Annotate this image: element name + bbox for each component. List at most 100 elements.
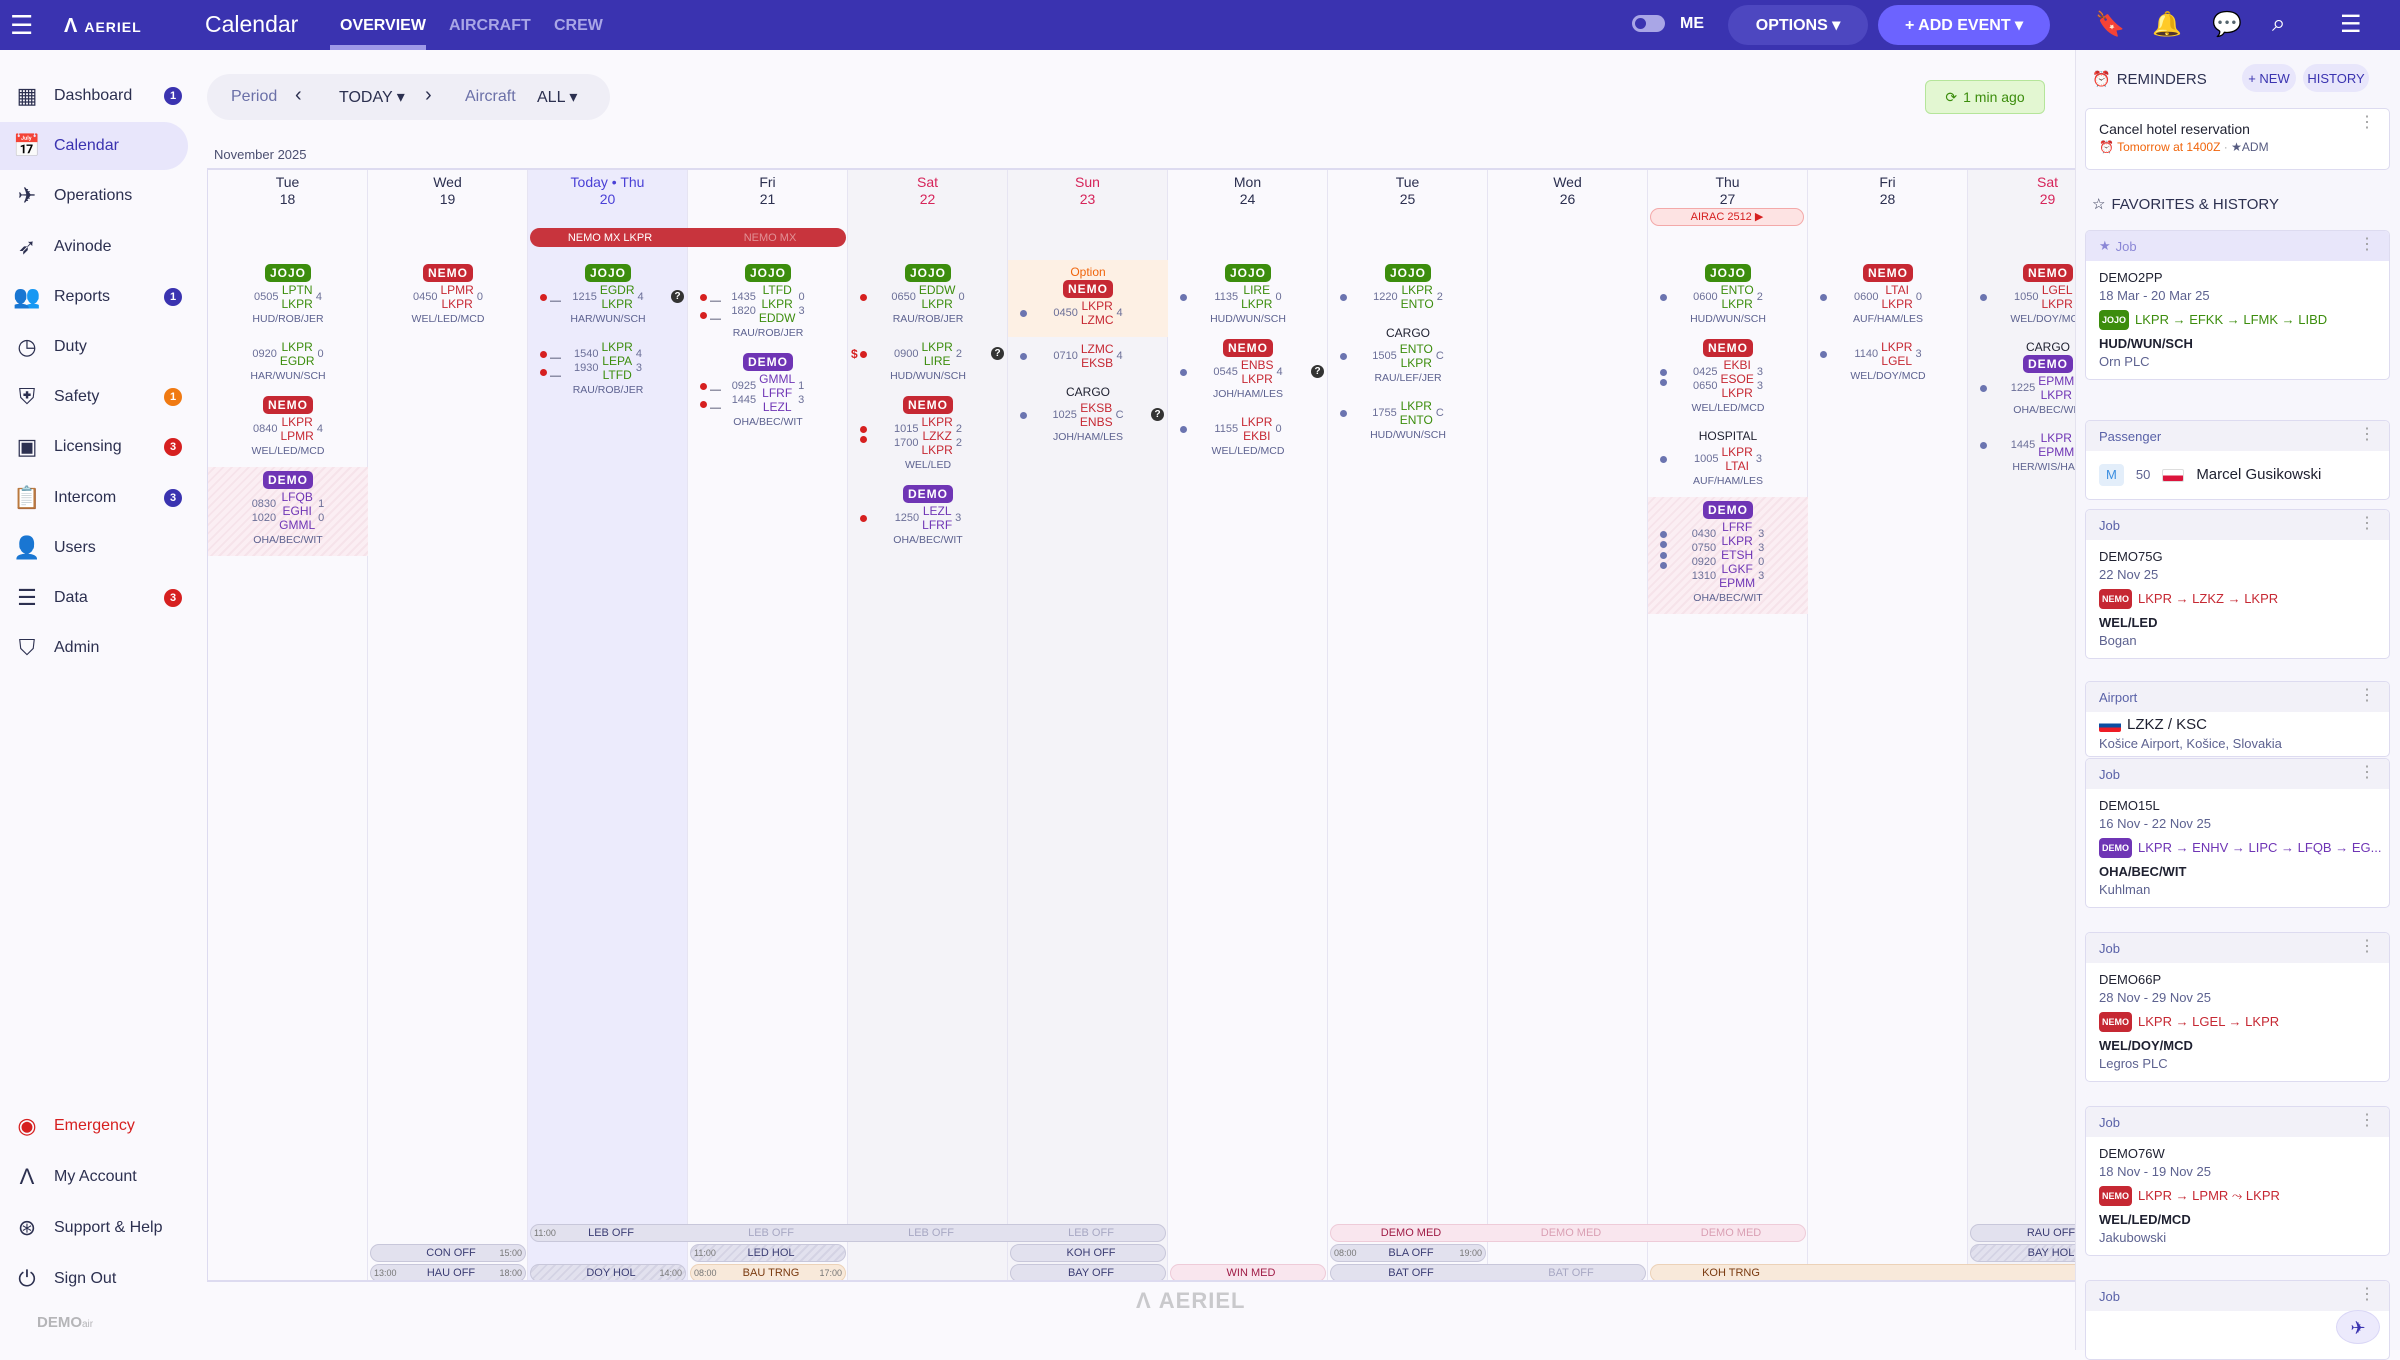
more-icon[interactable]: ⋮	[2359, 687, 2375, 704]
menu-icon[interactable]: ☰	[10, 10, 34, 40]
crew-duty-bar[interactable]: WIN MED	[1170, 1264, 1326, 1280]
crew-duty-bar[interactable]: DOY HOL 14:00	[530, 1264, 686, 1280]
options-button[interactable]: OPTIONS ▾	[1728, 5, 1868, 45]
flight-block[interactable]: HOSPITAL 1005 LKPR LTAI 3 AUF/HAM/LES	[1648, 424, 1808, 497]
me-toggle[interactable]	[1632, 15, 1665, 32]
sidebar-item-my-account[interactable]: Λ My Account	[0, 1153, 188, 1201]
crew-duty-bar[interactable]: DEMO MED DEMO MED DEMO MED	[1330, 1224, 1806, 1242]
next-period-button[interactable]: ›	[425, 84, 432, 106]
airac-banner[interactable]: AIRAC 2512 ▶	[1650, 208, 1804, 226]
flight-block[interactable]: DEMO 0430 0750 0920 1310 LFRF LKPR ETSH LGKF EPMM…	[1648, 497, 1808, 614]
favorite-card-job[interactable]: Job ⋮ DEMO76W 18 Nov - 19 Nov 25 NEMO LKPR → …	[2085, 1106, 2390, 1256]
sidebar-item-sign-out[interactable]: ⏻ Sign Out	[0, 1255, 188, 1303]
more-icon[interactable]: ⋮	[2359, 426, 2375, 443]
flight-block[interactable]: CARGODEMO1225EPMMLKPRC OHA/BEC/WIT	[1968, 335, 2075, 426]
bookmark-icon[interactable]: 🔖	[2095, 11, 2125, 38]
flight-block[interactable]: NEMO 0450 LPMR LKPR 0 WEL/LED/MCD	[368, 260, 528, 335]
question-icon[interactable]: ?	[1311, 365, 1324, 378]
crew-duty-bar[interactable]: BAU TRNG 08:00 17:00	[690, 1264, 846, 1280]
crew-duty-bar[interactable]: BLA OFF 08:00 19:00	[1330, 1244, 1486, 1262]
flight-block[interactable]: DEMO 0830 1020 LFQB EGHI GMML 1 0 OHA/BEC/WIT	[208, 467, 368, 556]
more-icon[interactable]: ⋮	[2359, 1112, 2375, 1129]
flight-block[interactable]: 0900 LKPR LIRE 2 $? HUD/WUN/SCH	[848, 335, 1008, 392]
crew-duty-bar[interactable]: BAY OFF	[1010, 1264, 1166, 1280]
tab-overview[interactable]: OVERVIEW	[340, 17, 426, 34]
more-icon[interactable]: ⋮	[2359, 515, 2375, 532]
tab-crew[interactable]: CREW	[554, 17, 603, 34]
favorite-card-job[interactable]: Job ⋮ DEMO75G 22 Nov 25 NEMO LKPR → LZKZ → LK…	[2085, 509, 2390, 659]
sidebar-item-operations[interactable]: ✈ Operations	[0, 172, 188, 220]
flight-block[interactable]: JOJO 0650 EDDW LKPR 0 RAU/ROB/JER	[848, 260, 1008, 335]
more-icon[interactable]: ⋮	[2359, 236, 2375, 253]
chat-icon[interactable]: 💬	[2212, 11, 2242, 38]
flight-block[interactable]: DEMO 1250 LEZL LFRF 3 OHA/BEC/WIT	[848, 481, 1008, 556]
more-icon[interactable]: ⋮	[2359, 1286, 2375, 1303]
sidebar-item-users[interactable]: 👤 Users	[0, 524, 188, 572]
flight-block[interactable]: JOJO 1220 LKPR ENTO 2	[1328, 260, 1488, 321]
sidebar-item-duty[interactable]: ◷ Duty	[0, 323, 188, 371]
sidebar-item-avinode[interactable]: ➶ Avinode	[0, 223, 188, 271]
aircraft-select[interactable]: ALL ▾	[537, 89, 578, 106]
flight-block[interactable]: CARGO 1505 ENTO LKPR C RAU/LEF/JER	[1328, 321, 1488, 394]
flight-block[interactable]: 0920 LKPR EGDR 0 HAR/WUN/SCH	[208, 335, 368, 392]
sidebar-item-dashboard[interactable]: ▦ Dashboard 1	[0, 72, 188, 120]
flight-block[interactable]: 1540 1930 LKPR LEPA LTFD 4 3 — — RAU/ROB/JER	[528, 335, 688, 406]
flight-block[interactable]: JOJO 1215 EGDR LKPR 4 —? HAR/WUN/SCH	[528, 260, 688, 335]
favorite-card-job[interactable]: Job ⋮ DEMO15L 16 Nov - 22 Nov 25 DEMO LKPR → …	[2085, 758, 2390, 908]
sidebar-item-safety[interactable]: ⛨ Safety 1	[0, 373, 188, 421]
flight-block[interactable]: 1445LKPREPMMCHER/WIS/HAM	[1968, 426, 2075, 483]
nemo-mx-event[interactable]: NEMO MX LKPR NEMO MX	[530, 228, 846, 247]
flight-block[interactable]: NEMO 0545 ENBS LKPR 4? JOH/HAM/LES	[1168, 335, 1328, 410]
tab-aircraft[interactable]: AIRCRAFT	[449, 17, 531, 34]
flight-block[interactable]: JOJO 0505 LPTN LKPR 4 HUD/ROB/JER	[208, 260, 368, 335]
more-icon[interactable]: ⋮	[2359, 938, 2375, 955]
question-icon[interactable]: ?	[671, 290, 684, 303]
sidebar-item-intercom[interactable]: 📋 Intercom 3	[0, 474, 188, 522]
question-icon[interactable]: ?	[1151, 408, 1164, 421]
flight-block[interactable]: 1155 LKPR EKBI 0 WEL/LED/MCD	[1168, 410, 1328, 467]
favorite-card-job[interactable]: ★ Job ⋮ DEMO2PP 18 Mar - 20 Mar 25 JOJO LKPR →…	[2085, 230, 2390, 380]
flight-block[interactable]: NEMO 1015 1700 LKPR LZKZ LKPR 2 2 WEL/LED	[848, 392, 1008, 481]
question-icon[interactable]: ?	[991, 347, 1004, 360]
search-icon[interactable]: ⌕	[2272, 10, 2286, 37]
sidebar-item-data[interactable]: ☰ Data 3	[0, 574, 188, 622]
crew-duty-bar[interactable]: BAT OFF BAT OFF	[1330, 1264, 1646, 1280]
flight-block[interactable]: NEMO 0600 LTAI LKPR 0 AUF/HAM/LES	[1808, 260, 1968, 335]
flight-block[interactable]: 1755 LKPR ENTO C HUD/WUN/SCH	[1328, 394, 1488, 451]
add-event-button[interactable]: + ADD EVENT ▾	[1878, 5, 2050, 45]
flight-block[interactable]: CARGO 1025 EKSB ENBS C? JOH/HAM/LES	[1008, 380, 1168, 453]
flight-block[interactable]: JOJO 1435 1820 LTFD LKPR EDDW 0 3 — — RAU/ROB/JE…	[688, 260, 848, 349]
favorite-card-airport[interactable]: Airport ⋮ LZKZ / KSC Košice Airport, Košice…	[2085, 681, 2390, 757]
flight-block[interactable]: NEMO 0425 0650 EKBI ESOE LKPR 3 3 WEL/LED/MCD	[1648, 335, 1808, 424]
crew-duty-bar[interactable]: RAU OFF	[1970, 1224, 2075, 1242]
reminder-history-button[interactable]: HISTORY	[2303, 64, 2369, 92]
flight-block[interactable]: NEMO1050LGELLKPR3 WEL/DOY/MCD	[1968, 260, 2075, 335]
sidebar-item-licensing[interactable]: ▣ Licensing 3	[0, 423, 188, 471]
flight-block[interactable]: 0710 LZMC EKSB 4	[1008, 337, 1168, 380]
panel-menu-icon[interactable]: ☰	[2340, 11, 2362, 38]
crew-duty-bar[interactable]: KOH OFF	[1010, 1244, 1166, 1262]
crew-duty-bar[interactable]: LEB OFF LEB OFF LEB OFF LEB OFF 11:00	[530, 1224, 1166, 1242]
sidebar-item-support-help[interactable]: ⊛ Support & Help	[0, 1204, 188, 1252]
crew-duty-bar[interactable]: HAU OFF 13:00 18:00	[370, 1264, 526, 1280]
flight-block[interactable]: DEMO 0925 1445 GMML LFRF LEZL 1 3 — — OHA/BEC/WI…	[688, 349, 848, 438]
bell-icon[interactable]: 🔔	[2152, 11, 2182, 38]
crew-duty-bar[interactable]: KOH TRNG	[1650, 1264, 2075, 1280]
favorite-card-passenger[interactable]: Passenger ⋮ M 50 Marcel Gusikowski	[2085, 420, 2390, 500]
flights-fab-button[interactable]: ✈	[2336, 1310, 2380, 1344]
more-icon[interactable]: ⋮	[2359, 114, 2375, 131]
period-select[interactable]: TODAY ▾	[339, 89, 405, 106]
sidebar-item-admin[interactable]: ⛉ Admin	[0, 624, 188, 672]
flight-block[interactable]: Option NEMO 0450 LKPR LZMC 4	[1008, 260, 1168, 337]
new-reminder-button[interactable]: + NEW	[2242, 64, 2296, 92]
sidebar-item-calendar[interactable]: 📅 Calendar	[0, 122, 188, 171]
favorite-card-job[interactable]: Job ⋮ DEMO66P 28 Nov - 29 Nov 25 NEMO LKPR → …	[2085, 932, 2390, 1082]
flight-block[interactable]: NEMO 0840 LKPR LPMR 4 WEL/LED/MCD	[208, 392, 368, 467]
crew-duty-bar[interactable]: BAY HOL	[1970, 1244, 2075, 1262]
starred-icon[interactable]: ★	[2099, 238, 2111, 253]
prev-period-button[interactable]: ‹	[295, 84, 302, 106]
crew-duty-bar[interactable]: LED HOL 11:00	[690, 1244, 846, 1262]
sync-status[interactable]: ⟳ 1 min ago	[1925, 80, 2045, 114]
flight-block[interactable]: JOJO 0600 ENTO LKPR 2 HUD/WUN/SCH	[1648, 260, 1808, 335]
reminder-card[interactable]: ⋮ Cancel hotel reservation ⏰ Tomorrow at…	[2085, 108, 2390, 170]
